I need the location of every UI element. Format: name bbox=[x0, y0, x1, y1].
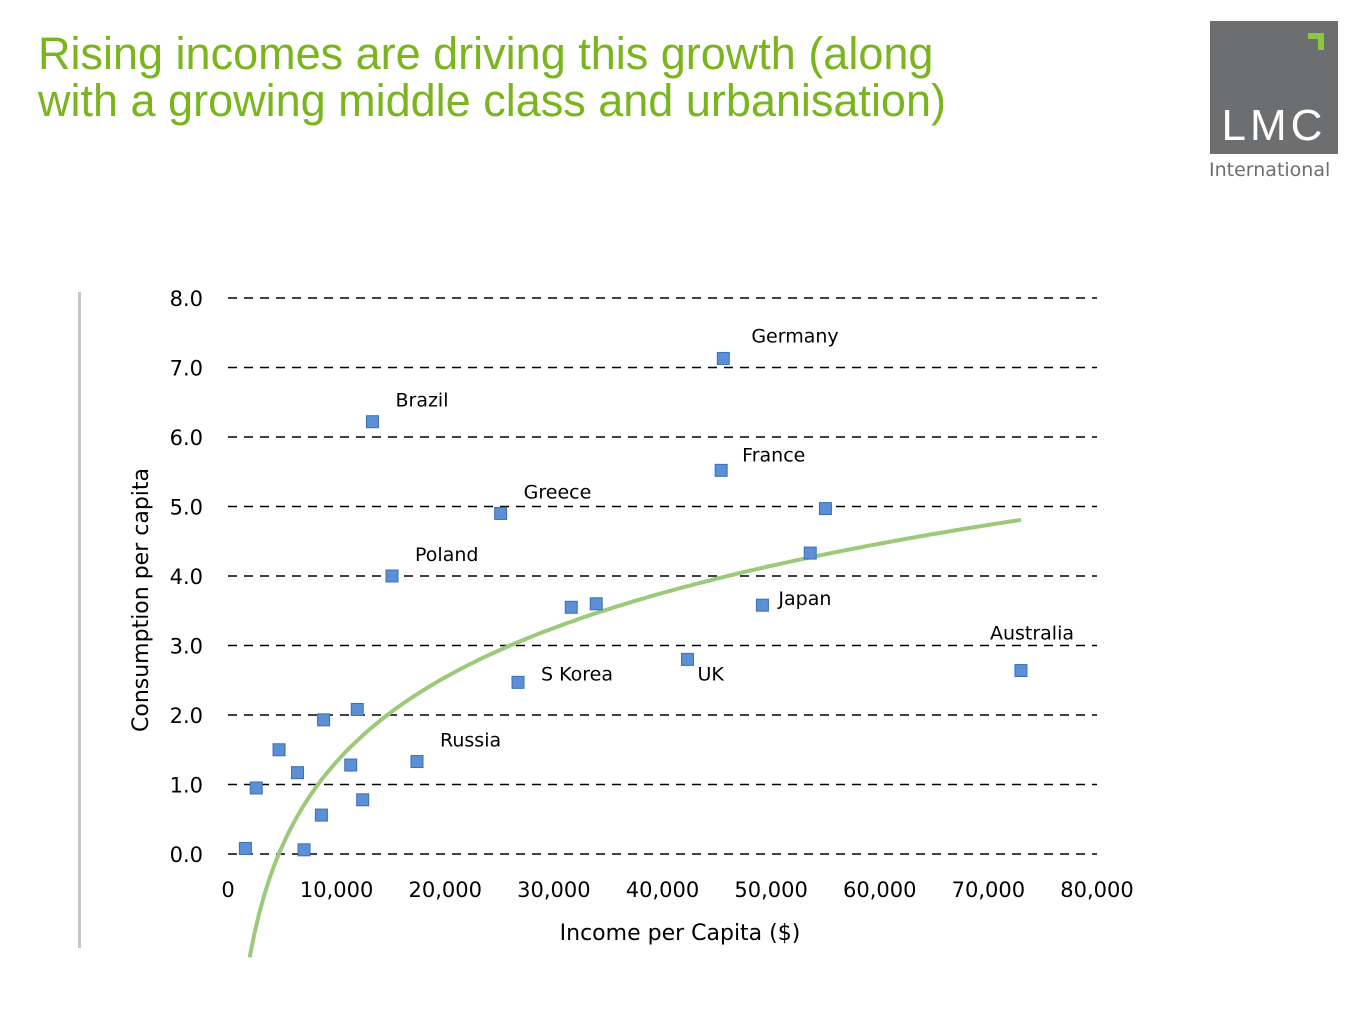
data-point bbox=[249, 781, 263, 795]
data-point bbox=[317, 713, 331, 727]
data-point bbox=[385, 569, 399, 583]
data-point bbox=[564, 600, 578, 614]
data-point bbox=[818, 502, 832, 516]
y-tick-label: 4.0 bbox=[170, 565, 203, 589]
point-label: S Korea bbox=[541, 663, 613, 685]
data-point bbox=[803, 546, 817, 560]
data-point bbox=[356, 793, 370, 807]
page-title: Rising incomes are driving this growth (… bbox=[38, 30, 1158, 124]
y-tick-label: 0.0 bbox=[170, 843, 203, 867]
y-tick-label: 7.0 bbox=[170, 357, 203, 381]
logo-subtitle: International bbox=[1209, 159, 1331, 181]
data-point bbox=[755, 598, 769, 612]
data-point bbox=[344, 758, 358, 772]
data-point bbox=[511, 675, 525, 689]
y-tick-label: 1.0 bbox=[170, 774, 203, 798]
logo-text: LMC bbox=[1221, 101, 1327, 150]
point-label: Russia bbox=[440, 730, 501, 752]
trend-line bbox=[247, 517, 1022, 958]
point-label: Poland bbox=[415, 544, 478, 566]
data-point bbox=[716, 351, 730, 365]
point-label: France bbox=[742, 444, 805, 466]
data-point bbox=[365, 415, 379, 429]
x-tick-label: 70,000 bbox=[952, 878, 1025, 902]
data-point bbox=[1014, 664, 1028, 678]
y-tick-label: 2.0 bbox=[170, 704, 203, 728]
y-axis-ticks: 0.0 1.0 2.0 3.0 4.0 5.0 6.0 7.0 8.0 bbox=[170, 287, 203, 867]
x-tick-label: 0 bbox=[221, 878, 234, 902]
data-point bbox=[272, 743, 286, 757]
logo-corner-mark-icon bbox=[1308, 33, 1324, 50]
y-tick-label: 3.0 bbox=[170, 635, 203, 659]
chart-grid bbox=[228, 297, 1097, 855]
x-axis-label: Income per Capita ($) bbox=[560, 921, 801, 946]
data-point bbox=[494, 506, 508, 520]
x-tick-label: 40,000 bbox=[626, 878, 699, 902]
point-label: Greece bbox=[524, 481, 592, 503]
y-axis-label: Consumption per capita bbox=[129, 468, 154, 732]
side-divider bbox=[78, 292, 81, 948]
x-tick-label: 60,000 bbox=[843, 878, 916, 902]
point-label: Brazil bbox=[395, 390, 448, 412]
point-label: Germany bbox=[751, 325, 838, 347]
data-point bbox=[314, 808, 328, 822]
data-point bbox=[297, 843, 311, 857]
point-label: Japan bbox=[777, 588, 831, 610]
x-tick-label: 30,000 bbox=[517, 878, 590, 902]
data-point bbox=[350, 702, 364, 716]
title-line-1: Rising incomes are driving this growth (… bbox=[38, 28, 934, 79]
title-line-2: with a growing middle class and urbanisa… bbox=[38, 75, 946, 126]
lmc-logo: LMC bbox=[1210, 21, 1338, 154]
data-point bbox=[589, 597, 603, 611]
point-labels: Brazil Poland Russia Greece S Korea UK France G… bbox=[395, 325, 1074, 751]
x-axis-ticks: 0 10,000 20,000 30,000 40,000 50,000 60,000 70,… bbox=[221, 878, 1133, 902]
data-point bbox=[238, 841, 252, 855]
x-tick-label: 80,000 bbox=[1060, 878, 1133, 902]
y-tick-label: 8.0 bbox=[170, 287, 203, 311]
y-tick-label: 5.0 bbox=[170, 496, 203, 520]
x-tick-label: 20,000 bbox=[409, 878, 482, 902]
data-point bbox=[714, 463, 728, 477]
point-label: UK bbox=[697, 663, 724, 685]
data-points bbox=[238, 351, 1028, 857]
x-tick-label: 10,000 bbox=[300, 878, 373, 902]
y-tick-label: 6.0 bbox=[170, 426, 203, 450]
x-tick-label: 50,000 bbox=[734, 878, 807, 902]
data-point bbox=[410, 755, 424, 769]
data-point bbox=[680, 652, 694, 666]
point-label: Australia bbox=[990, 623, 1074, 645]
data-point bbox=[291, 766, 305, 780]
